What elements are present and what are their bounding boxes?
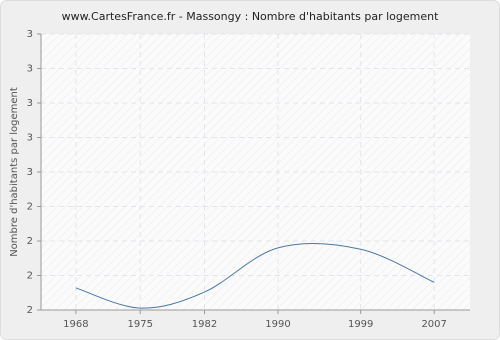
y-tick-label: 3	[27, 133, 33, 144]
chart-title: www.CartesFrance.fr - Massongy : Nombre …	[62, 10, 440, 23]
x-tick-label: 1968	[63, 319, 88, 330]
y-tick-label: 3	[27, 64, 33, 75]
x-tick-label: 1982	[192, 319, 217, 330]
y-tick-label: 2	[27, 202, 33, 213]
x-tick-label: 1975	[127, 319, 152, 330]
y-tick-label: 3	[27, 98, 33, 109]
y-tick-label: 3	[27, 167, 33, 178]
y-tick-label: 2	[27, 305, 33, 316]
y-tick-label: 2	[27, 271, 33, 282]
y-tick-label: 3	[27, 29, 33, 40]
y-tick-label: 2	[27, 236, 33, 247]
x-tick-label: 1999	[348, 319, 373, 330]
y-axis-label: Nombre d'habitants par logement	[9, 87, 20, 257]
line	[75, 243, 435, 309]
x-tick-label: 2007	[421, 319, 446, 330]
x-tick-label: 1990	[265, 319, 290, 330]
